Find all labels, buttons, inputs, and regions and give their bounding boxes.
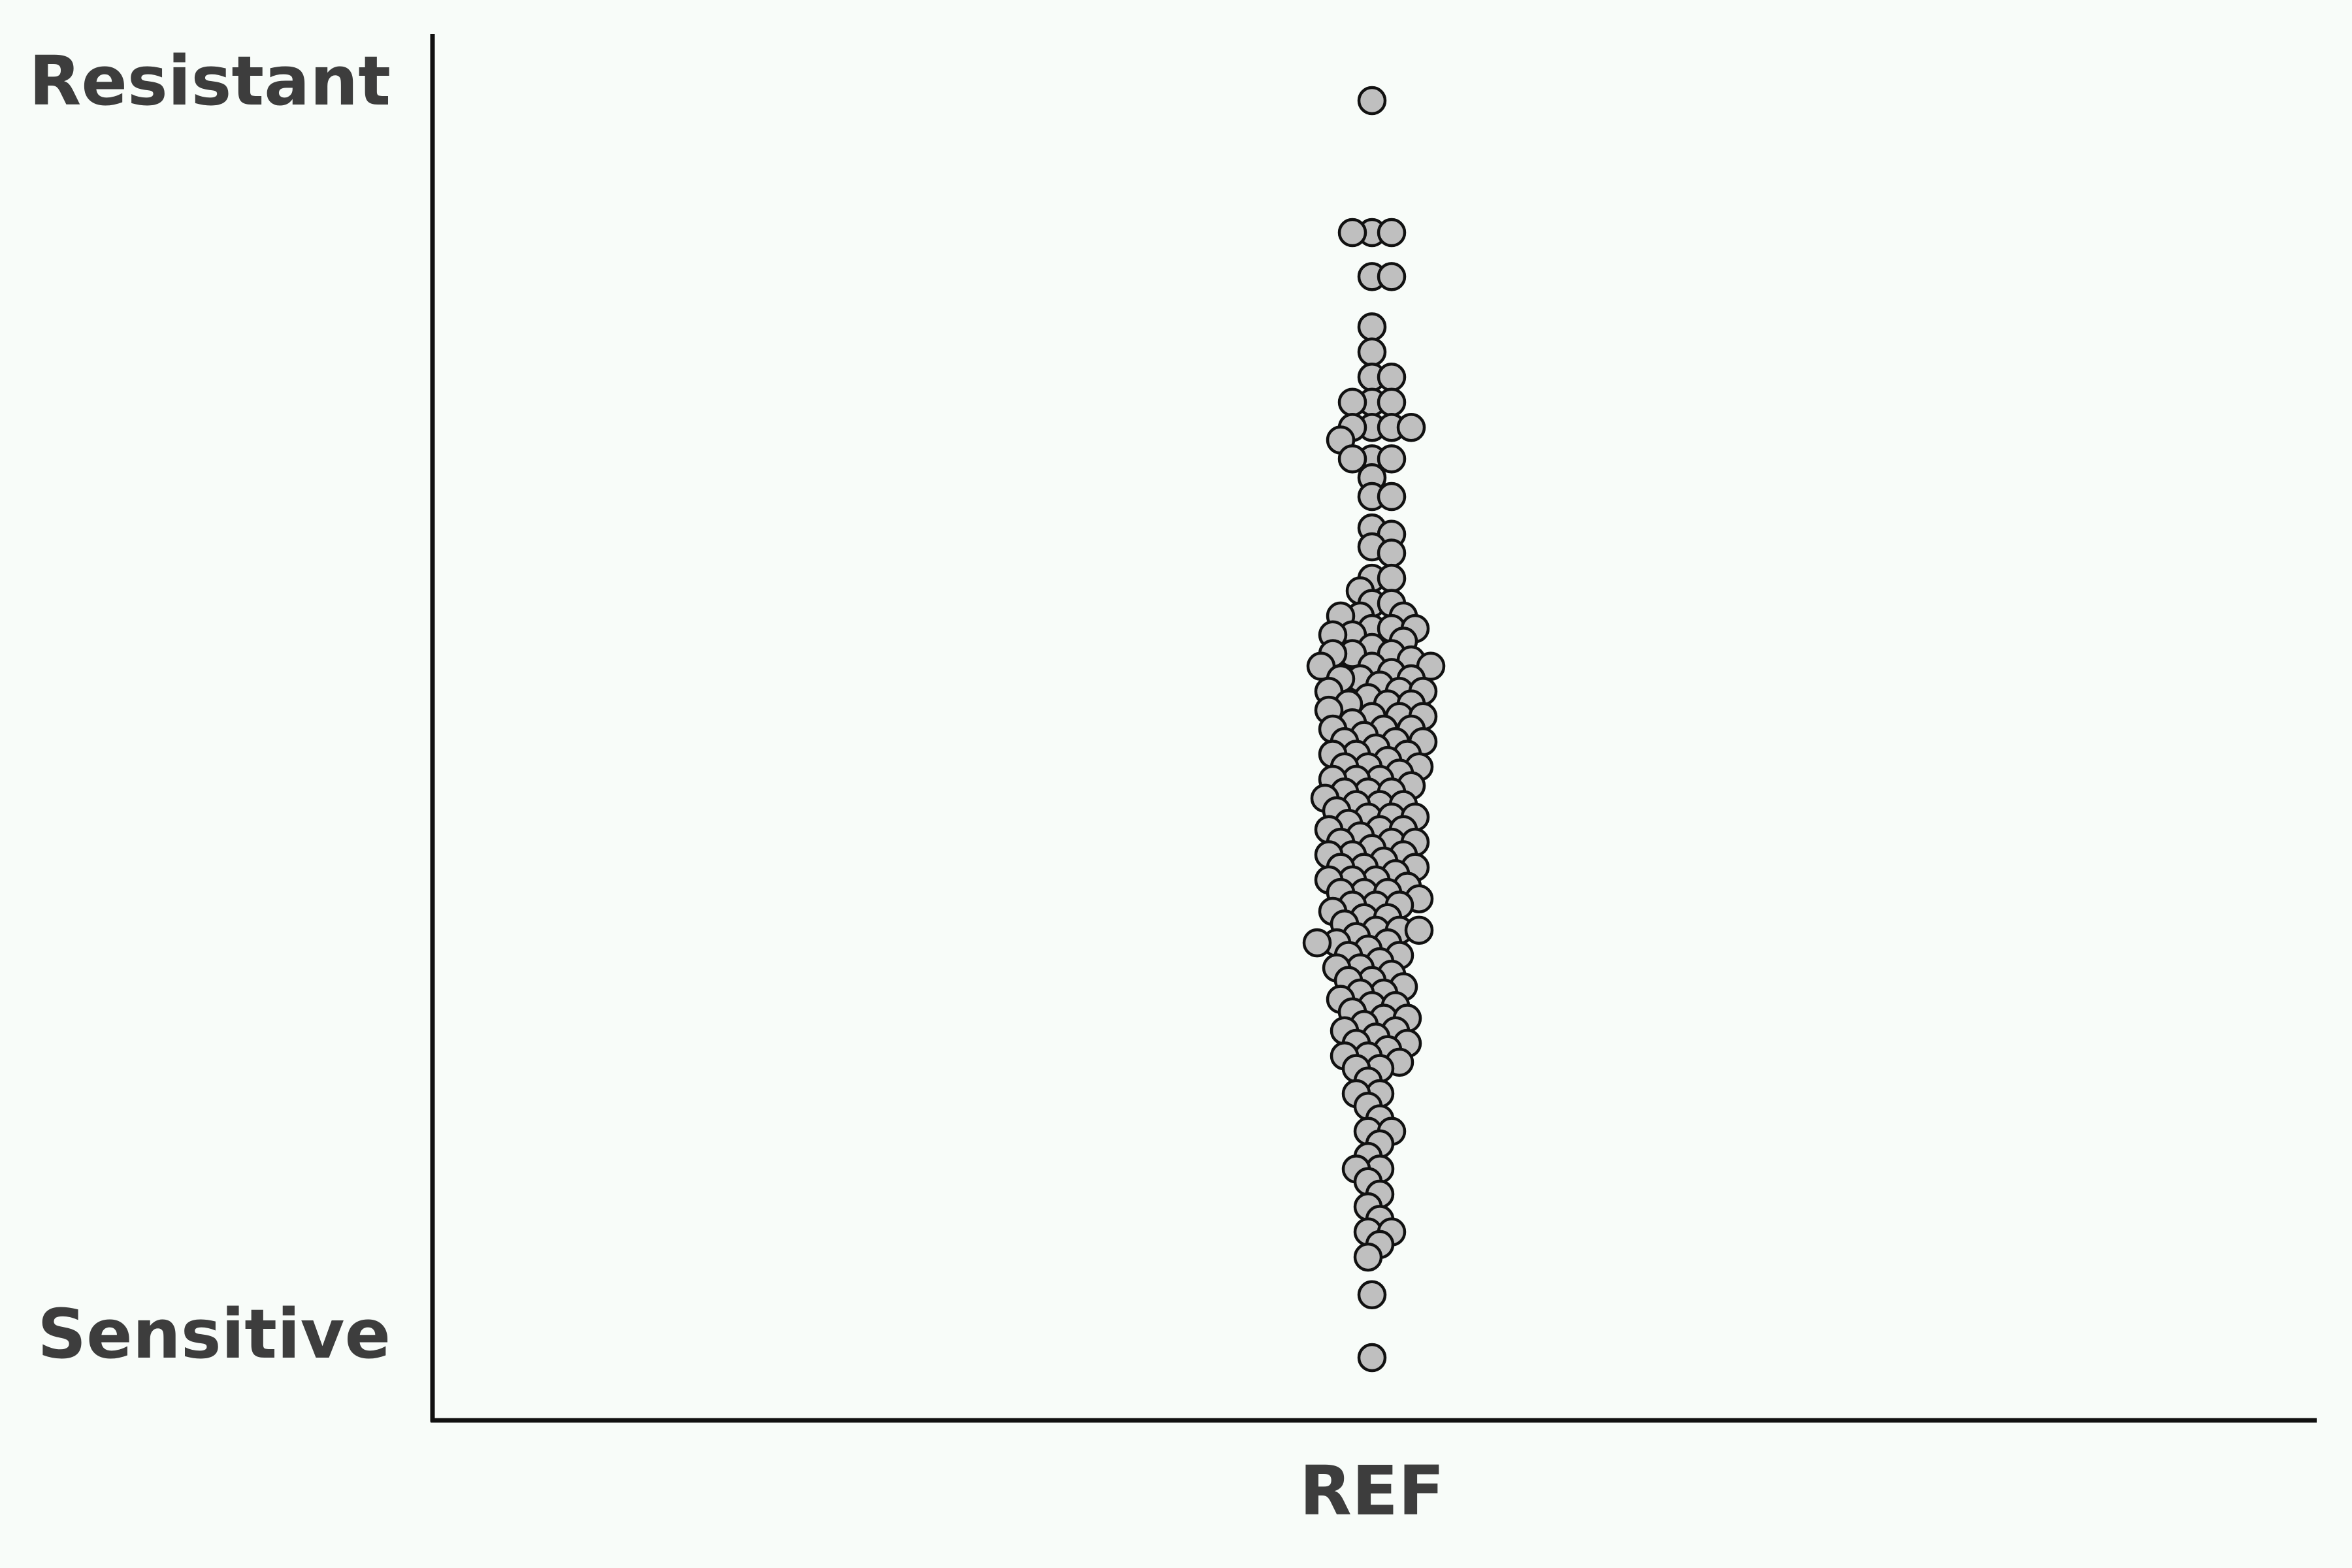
data-point-27 — [1377, 538, 1407, 568]
data-point-29 — [1377, 563, 1407, 593]
data-point-7 — [1357, 337, 1387, 367]
data-point-2 — [1377, 218, 1407, 248]
data-points — [1302, 86, 1446, 1373]
data-point-186 — [1357, 1280, 1387, 1310]
data-point-136 — [1302, 928, 1332, 958]
data-point-3 — [1337, 218, 1367, 248]
y-tick-label-resistant: Resistant — [29, 41, 391, 121]
data-point-187 — [1357, 1343, 1387, 1373]
data-point-185 — [1353, 1242, 1383, 1272]
data-point-5 — [1377, 262, 1407, 291]
data-point-20 — [1337, 444, 1367, 474]
y-tick-label-sensitive: Sensitive — [37, 1294, 391, 1374]
data-point-11 — [1377, 387, 1407, 417]
data-point-132 — [1404, 915, 1434, 945]
data-point-19 — [1377, 444, 1407, 474]
data-point-23 — [1377, 482, 1407, 512]
x-tick-label-ref: REF — [1299, 1451, 1445, 1531]
data-point-0 — [1357, 86, 1387, 116]
data-point-16 — [1396, 412, 1426, 442]
data-point-12 — [1337, 387, 1367, 417]
data-point-6 — [1357, 312, 1387, 342]
data-point-9 — [1377, 363, 1407, 392]
